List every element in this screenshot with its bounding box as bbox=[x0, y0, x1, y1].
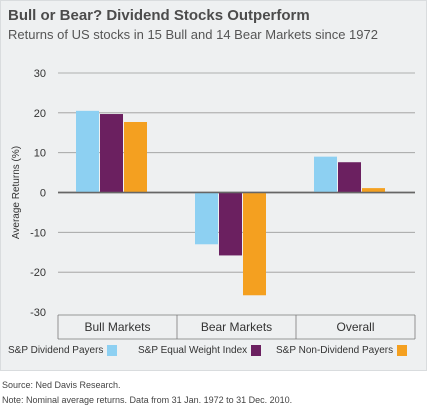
legend-label-dividend: S&P Dividend Payers bbox=[8, 345, 104, 356]
chart-card: Bull or Bear? Dividend Stocks Outperform… bbox=[0, 0, 427, 371]
bar-equal-weight bbox=[338, 162, 361, 193]
y-tick-label: -20 bbox=[30, 267, 46, 279]
y-axis-label: Average Returns (%) bbox=[11, 146, 22, 239]
bar-non-dividend bbox=[362, 188, 385, 193]
y-tick-label: 0 bbox=[40, 188, 46, 200]
bar-dividend bbox=[195, 192, 218, 245]
category-label: Bear Markets bbox=[201, 320, 272, 334]
legend-label-non-dividend: S&P Non-Dividend Payers bbox=[276, 345, 394, 356]
bar-chart: 30 20 10 0 -10 -20 -30 Average Returns (%) Bull … bbox=[11, 68, 416, 340]
y-tick-label: 20 bbox=[34, 108, 46, 120]
category-label: Overall bbox=[336, 320, 374, 334]
legend-swatch-non-dividend bbox=[397, 345, 408, 356]
legend-item-non-dividend: S&P Non-Dividend Payers bbox=[276, 345, 408, 356]
y-tick-label: 30 bbox=[34, 68, 46, 80]
legend-label-equal-weight: S&P Equal Weight Index bbox=[138, 345, 248, 356]
y-tick-label: -30 bbox=[30, 307, 46, 319]
chart-title: Bull or Bear? Dividend Stocks Outperform bbox=[8, 7, 310, 24]
bar-dividend bbox=[76, 110, 99, 193]
source-note: Source: Ned Davis Research. bbox=[2, 380, 121, 390]
bar-non-dividend bbox=[124, 121, 147, 193]
legend-swatch-dividend bbox=[107, 345, 118, 356]
y-tick-label: 10 bbox=[34, 148, 46, 160]
legend-swatch-equal-weight bbox=[251, 345, 262, 356]
legend-item-equal-weight: S&P Equal Weight Index bbox=[138, 345, 262, 356]
bar-dividend bbox=[314, 156, 337, 193]
bar-non-dividend bbox=[243, 192, 266, 296]
chart-subtitle: Returns of US stocks in 15 Bull and 14 B… bbox=[8, 27, 378, 42]
bar-equal-weight bbox=[219, 192, 242, 256]
category-label: Bull Markets bbox=[84, 320, 150, 334]
y-tick-label: -10 bbox=[30, 227, 46, 239]
bar-equal-weight bbox=[100, 114, 123, 193]
data-note: Note: Nominal average returns. Data from… bbox=[2, 395, 293, 405]
legend-item-dividend: S&P Dividend Payers bbox=[8, 345, 118, 356]
